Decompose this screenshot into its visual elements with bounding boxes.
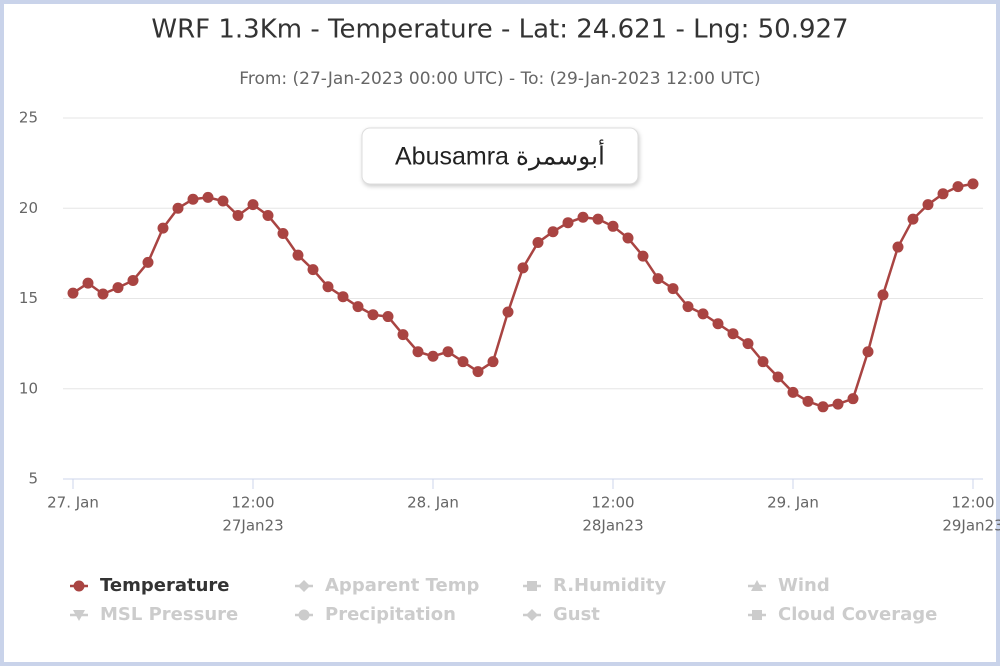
data-point bbox=[937, 188, 949, 200]
legend-marker bbox=[298, 580, 310, 592]
legend-label[interactable]: MSL Pressure bbox=[100, 604, 238, 625]
annotation-text: Abusamra أبوسمرة bbox=[395, 139, 605, 172]
data-point bbox=[547, 226, 559, 238]
data-point bbox=[682, 301, 694, 313]
data-point bbox=[802, 395, 814, 407]
legend-label[interactable]: Gust bbox=[553, 604, 600, 625]
x-tick-label: 27. Jan bbox=[47, 494, 99, 512]
data-point bbox=[442, 346, 454, 358]
legend-marker bbox=[527, 581, 537, 591]
data-point bbox=[82, 277, 94, 289]
data-point bbox=[562, 217, 574, 229]
y-tick-label: 10 bbox=[19, 379, 38, 397]
data-point bbox=[202, 191, 214, 203]
data-point bbox=[892, 241, 904, 253]
y-tick-label: 20 bbox=[19, 199, 38, 217]
data-point bbox=[247, 199, 259, 211]
data-point bbox=[592, 213, 604, 225]
x-tick-date: 29Jan23 bbox=[942, 517, 1000, 535]
data-point bbox=[832, 398, 844, 410]
data-point bbox=[817, 401, 829, 413]
data-point bbox=[412, 346, 424, 358]
data-point bbox=[757, 356, 769, 368]
data-point bbox=[142, 256, 154, 268]
data-point bbox=[577, 211, 589, 223]
data-point bbox=[337, 291, 349, 303]
data-point bbox=[217, 195, 229, 207]
x-tick-label: 12:00 bbox=[231, 494, 274, 512]
data-point bbox=[622, 232, 634, 244]
data-point bbox=[772, 371, 784, 383]
legend-label[interactable]: Apparent Temp bbox=[325, 575, 479, 596]
data-point bbox=[712, 318, 724, 330]
data-point bbox=[307, 264, 319, 276]
data-point bbox=[637, 250, 649, 262]
x-tick-label: 12:00 bbox=[591, 494, 634, 512]
data-point bbox=[727, 328, 739, 340]
data-point bbox=[967, 178, 979, 190]
x-tick-date: 27Jan23 bbox=[222, 517, 283, 535]
legend-marker bbox=[752, 610, 762, 620]
data-point bbox=[397, 329, 409, 341]
legend-marker bbox=[298, 609, 310, 621]
data-point bbox=[457, 356, 469, 368]
data-point bbox=[862, 346, 874, 358]
data-point bbox=[67, 287, 79, 299]
legend-label[interactable]: R.Humidity bbox=[553, 575, 666, 596]
x-tick-label: 28. Jan bbox=[407, 494, 459, 512]
data-point bbox=[172, 202, 184, 214]
data-point bbox=[322, 281, 334, 293]
data-point bbox=[262, 209, 274, 221]
x-tick-date: 28Jan23 bbox=[582, 517, 643, 535]
data-point bbox=[292, 249, 304, 261]
data-point bbox=[112, 282, 124, 294]
data-point bbox=[157, 222, 169, 234]
legend-label[interactable]: Precipitation bbox=[325, 604, 456, 625]
legend-marker bbox=[526, 609, 538, 621]
data-point bbox=[187, 193, 199, 205]
data-point bbox=[532, 237, 544, 249]
data-point bbox=[652, 273, 664, 285]
data-point bbox=[952, 181, 964, 193]
legend-marker bbox=[751, 580, 763, 591]
chart-subtitle: From: (27-Jan-2023 00:00 UTC) - To: (29-… bbox=[239, 69, 760, 89]
data-point bbox=[517, 262, 529, 274]
data-point bbox=[232, 209, 244, 221]
y-tick-label: 25 bbox=[19, 109, 38, 127]
data-point bbox=[382, 311, 394, 323]
data-point bbox=[367, 309, 379, 321]
data-point bbox=[787, 386, 799, 398]
data-point bbox=[742, 338, 754, 350]
data-point bbox=[922, 199, 934, 211]
data-point bbox=[352, 301, 364, 313]
data-point bbox=[472, 366, 484, 378]
y-tick-label: 15 bbox=[19, 289, 38, 307]
data-point bbox=[502, 306, 514, 318]
data-point bbox=[847, 393, 859, 405]
data-point bbox=[487, 356, 499, 368]
data-point bbox=[427, 350, 439, 362]
data-point bbox=[97, 288, 109, 300]
x-tick-label: 29. Jan bbox=[767, 494, 819, 512]
legend-label[interactable]: Temperature bbox=[100, 575, 229, 596]
data-point bbox=[667, 283, 679, 295]
data-point bbox=[877, 289, 889, 301]
x-tick-label: 12:00 bbox=[951, 494, 994, 512]
data-point bbox=[127, 274, 139, 286]
legend-marker bbox=[73, 610, 85, 621]
data-point bbox=[697, 308, 709, 320]
y-tick-label: 5 bbox=[28, 470, 38, 488]
chart-title: WRF 1.3Km - Temperature - Lat: 24.621 - … bbox=[151, 15, 848, 45]
legend-label[interactable]: Cloud Coverage bbox=[778, 604, 937, 625]
data-point bbox=[277, 228, 289, 240]
data-point bbox=[607, 220, 619, 232]
data-point bbox=[907, 213, 919, 225]
legend-marker bbox=[73, 580, 85, 592]
annotation: Abusamra أبوسمرة bbox=[361, 127, 639, 185]
legend-label[interactable]: Wind bbox=[778, 575, 830, 596]
annotation-box bbox=[361, 127, 639, 185]
